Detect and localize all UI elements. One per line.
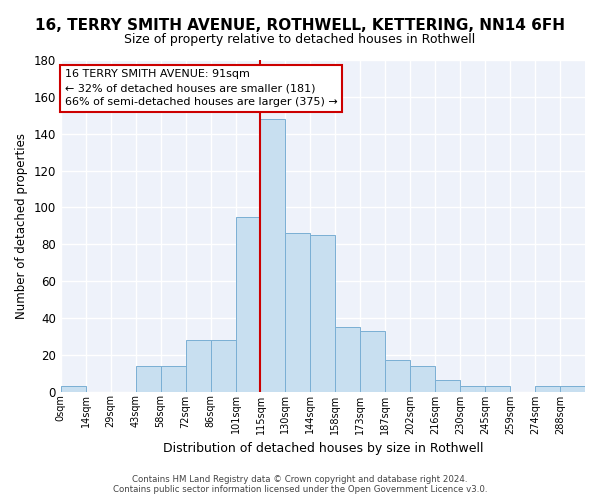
Text: 16 TERRY SMITH AVENUE: 91sqm
← 32% of detached houses are smaller (181)
66% of s: 16 TERRY SMITH AVENUE: 91sqm ← 32% of de… [65,69,337,107]
Bar [236,216,260,392]
Bar [310,235,335,392]
Bar [335,327,361,392]
Bar [385,360,410,392]
Bar [185,340,211,392]
Bar [211,340,236,392]
X-axis label: Distribution of detached houses by size in Rothwell: Distribution of detached houses by size … [163,442,483,455]
Bar [560,386,585,392]
Y-axis label: Number of detached properties: Number of detached properties [15,133,28,319]
Bar [61,386,86,392]
Bar [136,366,161,392]
Text: Size of property relative to detached houses in Rothwell: Size of property relative to detached ho… [124,32,476,46]
Bar [460,386,485,392]
Bar [485,386,510,392]
Bar [161,366,185,392]
Text: 16, TERRY SMITH AVENUE, ROTHWELL, KETTERING, NN14 6FH: 16, TERRY SMITH AVENUE, ROTHWELL, KETTER… [35,18,565,32]
Bar [260,119,286,392]
Bar [435,380,460,392]
Bar [361,330,385,392]
Bar [286,233,310,392]
Bar [410,366,435,392]
Bar [535,386,560,392]
Text: Contains HM Land Registry data © Crown copyright and database right 2024.
Contai: Contains HM Land Registry data © Crown c… [113,474,487,494]
